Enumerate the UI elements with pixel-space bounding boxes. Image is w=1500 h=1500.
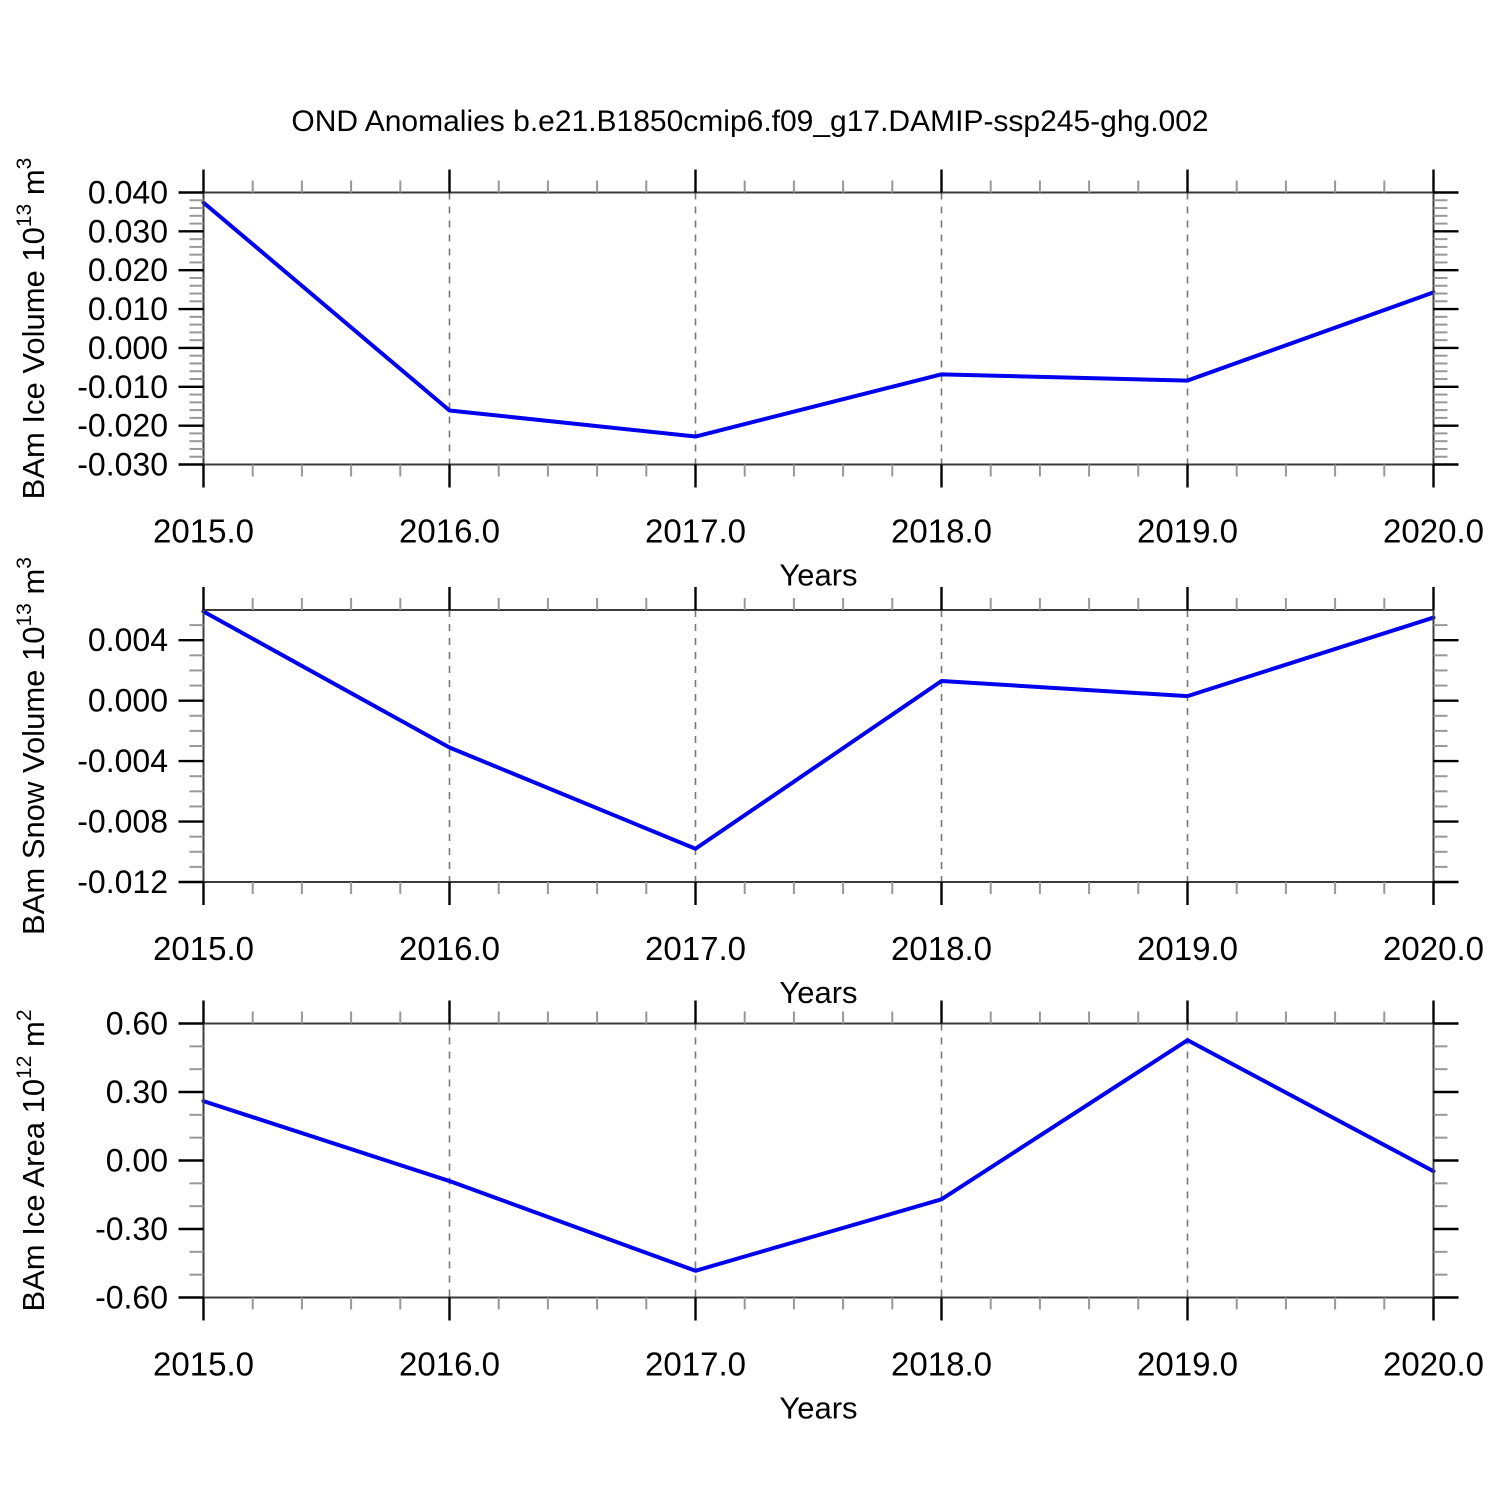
y-tick-labels: 0.004 0.000 -0.004 -0.008 -0.012	[77, 622, 168, 900]
x-axis-title: Years	[779, 975, 857, 1010]
y-tick-label: 0.30	[106, 1074, 168, 1110]
y-axis-title: BAm Ice Volume 1013 m3	[13, 158, 51, 500]
x-major-ticks	[202, 1000, 1435, 1321]
y-major-ticks	[178, 1022, 1459, 1299]
series-line-snow-volume	[201, 609, 1436, 851]
chart-title: OND Anomalies b.e21.B1850cmip6.f09_g17.D…	[291, 105, 1209, 138]
x-tick-label: 2019.0	[1137, 1346, 1238, 1383]
panel-snow-volume: 0.004 0.000 -0.004 -0.008 -0.012 2015.0 2016.0…	[13, 557, 1484, 1010]
x-axis-title: Years	[779, 1391, 857, 1426]
x-minor-ticks	[251, 1011, 1386, 1310]
y-tick-label: -0.020	[77, 408, 168, 444]
y-tick-label: 0.004	[88, 622, 168, 658]
y-axis-title: BAm Ice Area 1012 m2	[13, 1009, 51, 1311]
y-tick-label: -0.030	[77, 447, 168, 483]
year-gridlines	[448, 610, 1189, 882]
y-tick-label: -0.012	[77, 864, 168, 900]
y-tick-label: 0.60	[106, 1006, 168, 1042]
y-tick-label: -0.004	[77, 743, 168, 779]
y-tick-label: -0.008	[77, 804, 168, 840]
x-tick-label: 2020.0	[1383, 1346, 1484, 1383]
series-line-ice-area	[201, 1038, 1436, 1273]
panel-ice-volume: 0.0400.0300.0200.0100.000-0.010-0.020-0.…	[13, 158, 1484, 593]
series-line-ice-volume	[201, 200, 1436, 439]
x-tick-label: 2017.0	[645, 1346, 746, 1383]
y-tick-label: -0.60	[95, 1280, 168, 1316]
year-gridlines	[448, 192, 1189, 465]
plot-frame	[202, 609, 1435, 883]
y-tick-labels: 0.0400.0300.0200.0100.000-0.010-0.020-0.…	[77, 175, 168, 483]
x-tick-labels: 2015.0 2016.0 2017.0 2018.0 2019.0 2020.0	[153, 1346, 1484, 1383]
x-tick-label: 2018.0	[891, 930, 992, 967]
x-tick-label: 2019.0	[1137, 513, 1238, 550]
x-tick-labels: 2015.0 2016.0 2017.0 2018.0 2019.0 2020.0	[153, 513, 1484, 550]
y-tick-label: 0.020	[88, 252, 168, 288]
y-major-ticks	[178, 639, 1459, 884]
x-tick-label: 2019.0	[1137, 930, 1238, 967]
plot-frame	[202, 191, 1435, 466]
y-minor-ticks	[189, 1045, 1448, 1276]
x-major-ticks	[202, 587, 1435, 905]
x-tick-label: 2015.0	[153, 513, 254, 550]
x-minor-ticks	[251, 180, 1386, 477]
y-tick-label: 0.00	[106, 1143, 168, 1179]
x-tick-label: 2016.0	[399, 1346, 500, 1383]
y-minor-ticks	[189, 199, 1448, 458]
y-tick-label: -0.010	[77, 369, 168, 405]
x-tick-label: 2017.0	[645, 930, 746, 967]
x-tick-label: 2016.0	[399, 930, 500, 967]
x-major-ticks	[202, 169, 1435, 488]
x-tick-label: 2015.0	[153, 930, 254, 967]
y-tick-label: 0.010	[88, 291, 168, 327]
x-axis-title: Years	[779, 558, 857, 593]
year-gridlines	[448, 1023, 1189, 1298]
x-tick-label: 2017.0	[645, 513, 746, 550]
y-tick-label: 0.030	[88, 213, 168, 249]
y-tick-labels: 0.60 0.30 0.00 -0.30 -0.60	[95, 1006, 168, 1316]
y-major-ticks	[178, 191, 1459, 466]
x-tick-label: 2020.0	[1383, 930, 1484, 967]
x-tick-label: 2016.0	[399, 513, 500, 550]
x-tick-label: 2020.0	[1383, 513, 1484, 550]
y-tick-label: 0.040	[88, 175, 168, 211]
x-tick-label: 2018.0	[891, 1346, 992, 1383]
x-tick-labels: 2015.0 2016.0 2017.0 2018.0 2019.0 2020.0	[153, 930, 1484, 967]
y-tick-label: -0.30	[95, 1211, 168, 1247]
x-minor-ticks	[251, 598, 1386, 894]
x-tick-label: 2015.0	[153, 1346, 254, 1383]
y-tick-label: 0.000	[88, 683, 168, 719]
y-minor-ticks	[189, 624, 1448, 868]
panel-ice-area: 0.60 0.30 0.00 -0.30 -0.60 2015.0 2016.0 2017.0…	[13, 1000, 1484, 1426]
x-tick-label: 2018.0	[891, 513, 992, 550]
y-axis-title: BAm Snow Volume 1013 m3	[13, 557, 51, 935]
y-tick-label: 0.000	[88, 330, 168, 366]
